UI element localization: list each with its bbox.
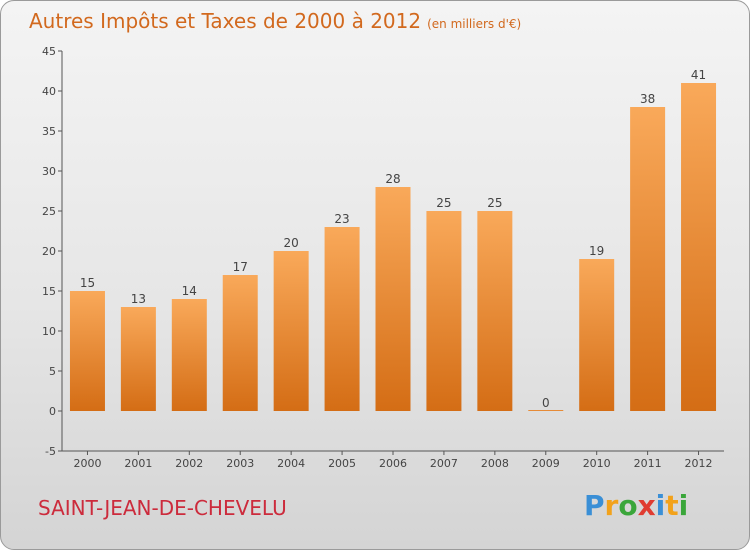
y-tick-label: 5 [49, 365, 56, 378]
x-tick-label: 2002 [175, 457, 203, 470]
data-label: 14 [182, 284, 197, 298]
x-tick-label: 2004 [277, 457, 305, 470]
logo-letter: i [655, 489, 666, 522]
logo-letter: r [604, 489, 619, 522]
y-tick-label: 20 [42, 245, 56, 258]
x-tick-label: 2008 [481, 457, 509, 470]
bar [171, 299, 207, 411]
data-label: 15 [80, 276, 95, 290]
title-text: Autres Impôts et Taxes de 2000 à 2012 [29, 9, 422, 33]
bar [120, 307, 156, 411]
x-tick-label: 2000 [73, 457, 101, 470]
logo-letter: t [665, 489, 679, 522]
bars [69, 83, 717, 411]
data-label: 23 [334, 212, 349, 226]
data-label: 17 [233, 260, 248, 274]
data-labels: 15 13 14 17 20 23 28 25 25 0 19 38 41 [80, 68, 706, 410]
data-label: 41 [691, 68, 706, 82]
x-tick-label: 2006 [379, 457, 407, 470]
y-tick-label: -5 [45, 445, 56, 458]
logo-letter: P [584, 489, 605, 522]
y-tick-label: 35 [42, 125, 56, 138]
logo-letter: x [637, 489, 656, 522]
data-label: 0 [542, 396, 550, 410]
x-tick-label: 2001 [124, 457, 152, 470]
proxiti-logo: Proxiti [584, 489, 688, 522]
bar [630, 107, 666, 411]
bar [69, 291, 105, 411]
data-label: 28 [385, 172, 400, 186]
commune-name: SAINT-JEAN-DE-CHEVELU [38, 496, 287, 520]
bar [222, 275, 258, 411]
bar [324, 227, 360, 411]
data-label: 13 [131, 292, 146, 306]
x-tick-label: 2010 [583, 457, 611, 470]
bar [681, 83, 717, 411]
bar [375, 187, 411, 411]
x-tick-label: 2012 [685, 457, 713, 470]
data-label: 25 [487, 196, 502, 210]
y-tick-label: 25 [42, 205, 56, 218]
y-tick-label: 45 [42, 45, 56, 58]
chart-title: Autres Impôts et Taxes de 2000 à 2012 (en… [29, 9, 521, 33]
y-tick-label: 30 [42, 165, 56, 178]
logo-letter: i [678, 489, 689, 522]
bar [426, 211, 462, 411]
data-label: 25 [436, 196, 451, 210]
y-tick-label: 15 [42, 285, 56, 298]
x-tick-label: 2009 [532, 457, 560, 470]
data-label: 38 [640, 92, 655, 106]
data-label: 20 [284, 236, 299, 250]
bar [273, 251, 309, 411]
data-label: 19 [589, 244, 604, 258]
x-tick-label: 2011 [634, 457, 662, 470]
bar [528, 410, 564, 411]
chart-subtitle: (en milliers d'€) [427, 17, 522, 31]
bar [477, 211, 513, 411]
x-tick-label: 2007 [430, 457, 458, 470]
y-tick-label: 10 [42, 325, 56, 338]
x-tick-label: 2003 [226, 457, 254, 470]
bar [579, 259, 615, 411]
x-tick-label: 2005 [328, 457, 356, 470]
y-tick-label: 0 [49, 405, 56, 418]
y-tick-label: 40 [42, 85, 56, 98]
logo-letter: o [618, 489, 638, 522]
